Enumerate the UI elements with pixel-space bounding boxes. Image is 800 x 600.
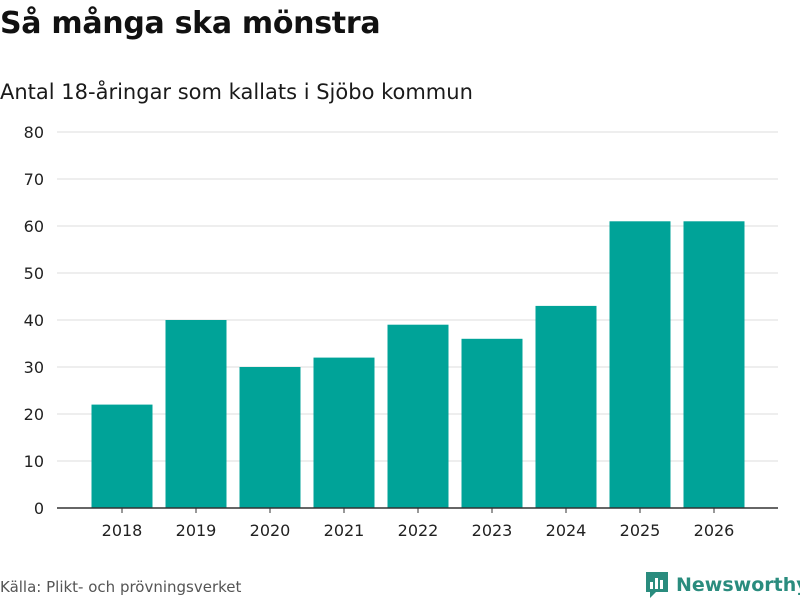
x-tick-label: 2023 (472, 521, 513, 540)
x-tick-label: 2020 (250, 521, 291, 540)
x-tick-label: 2026 (694, 521, 735, 540)
x-tick-label: 2025 (620, 521, 661, 540)
y-tick-label: 10 (24, 452, 44, 471)
y-tick-label: 40 (24, 311, 44, 330)
bars (91, 221, 745, 509)
bar-2021 (313, 357, 375, 508)
y-axis-ticks: 0 10 20 30 40 50 60 70 80 (24, 123, 44, 518)
bar-2022 (387, 324, 449, 508)
x-tick-label: 2018 (102, 521, 143, 540)
x-tick-label: 2024 (546, 521, 587, 540)
y-tick-label: 50 (24, 264, 44, 283)
brand-logo[interactable]: Newsworthy (644, 570, 800, 600)
y-tick-label: 80 (24, 123, 44, 142)
source-note: Källa: Plikt- och prövningsverket (0, 578, 242, 596)
bar-2018 (91, 404, 153, 508)
y-tick-label: 20 (24, 405, 44, 424)
x-tick-label: 2019 (176, 521, 217, 540)
newsworthy-logo-icon (646, 572, 668, 598)
bar-2025 (609, 221, 671, 509)
bar-2020 (239, 367, 301, 508)
bar-2026 (683, 221, 745, 509)
x-tick-label: 2022 (398, 521, 439, 540)
brand-name: Newsworthy (676, 574, 800, 596)
bar-2023 (461, 338, 523, 508)
x-axis-ticks: 2018 2019 2020 2021 2022 2023 2024 2025 2026 (102, 508, 735, 540)
y-tick-label: 60 (24, 217, 44, 236)
chart-subtitle: Antal 18-åringar som kallats i Sjöbo kom… (0, 80, 473, 104)
y-tick-label: 70 (24, 170, 44, 189)
chart-title: Så många ska mönstra (0, 6, 381, 41)
x-tick-label: 2021 (324, 521, 365, 540)
bar-2024 (535, 305, 597, 508)
y-tick-label: 30 (24, 358, 44, 377)
bar-2019 (165, 320, 227, 508)
y-tick-label: 0 (34, 499, 44, 518)
